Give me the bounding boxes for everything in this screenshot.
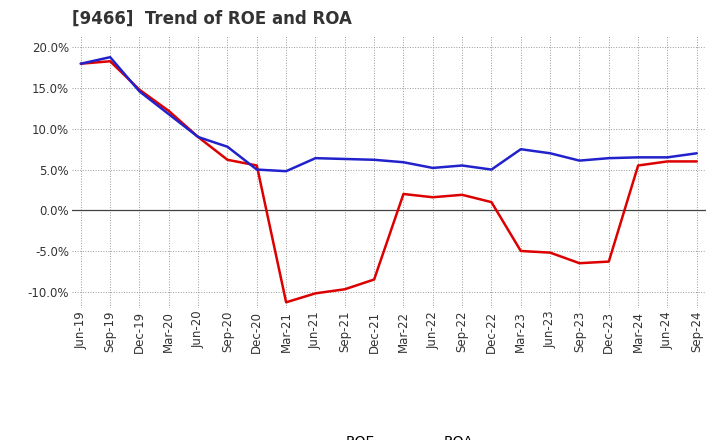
ROE — [663, 159, 672, 164]
ROE — [428, 194, 437, 200]
ROE — [311, 291, 320, 296]
ROA — [341, 156, 349, 161]
ROA — [311, 155, 320, 161]
ROE — [282, 300, 290, 305]
ROE — [516, 248, 525, 253]
ROA — [399, 160, 408, 165]
ROE — [223, 157, 232, 162]
ROE — [487, 199, 496, 205]
ROE — [164, 108, 173, 114]
ROE — [634, 163, 642, 168]
ROA — [76, 61, 85, 66]
ROA — [106, 55, 114, 60]
ROA — [223, 144, 232, 150]
ROA — [458, 163, 467, 168]
ROE — [76, 61, 85, 66]
Line: ROE: ROE — [81, 61, 697, 302]
ROE — [458, 192, 467, 198]
ROA — [575, 158, 584, 163]
Legend: ROE, ROA: ROE, ROA — [298, 429, 480, 440]
ROA — [253, 167, 261, 172]
ROE — [605, 259, 613, 264]
ROE — [253, 163, 261, 168]
ROA — [605, 155, 613, 161]
ROE — [341, 286, 349, 292]
ROA — [282, 169, 290, 174]
ROE — [399, 191, 408, 197]
ROA — [370, 157, 379, 162]
Line: ROA: ROA — [81, 57, 697, 171]
ROE — [370, 277, 379, 282]
ROA — [693, 150, 701, 156]
ROE — [135, 87, 144, 92]
ROE — [106, 59, 114, 64]
ROA — [135, 89, 144, 94]
ROA — [663, 155, 672, 160]
ROA — [428, 165, 437, 171]
Text: [9466]  Trend of ROE and ROA: [9466] Trend of ROE and ROA — [72, 10, 352, 28]
ROE — [194, 134, 202, 139]
ROE — [546, 250, 554, 255]
ROE — [575, 260, 584, 266]
ROA — [487, 167, 496, 172]
ROA — [634, 155, 642, 160]
ROA — [164, 112, 173, 117]
ROA — [516, 147, 525, 152]
ROA — [194, 134, 202, 139]
ROA — [546, 150, 554, 156]
ROE — [693, 159, 701, 164]
